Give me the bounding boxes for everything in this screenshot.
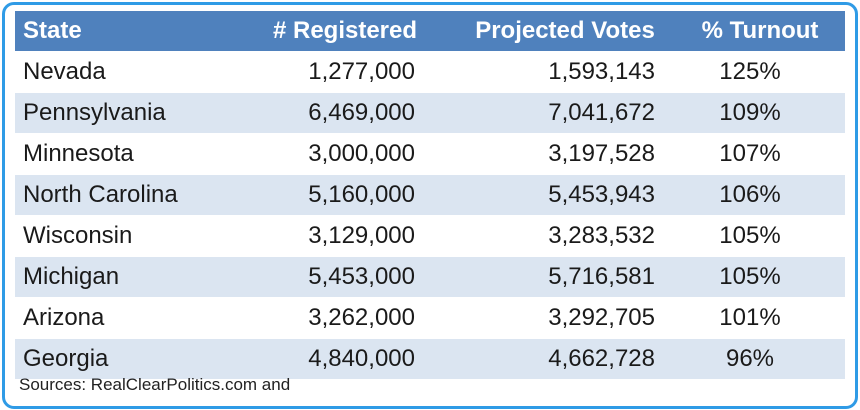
table-row: Minnesota 3,000,000 3,197,528 107%	[15, 134, 845, 175]
cell-state: Michigan	[23, 263, 120, 290]
cell-state: Arizona	[23, 304, 105, 331]
cell-state: Minnesota	[23, 140, 134, 167]
cell-turnout: 96%	[725, 345, 775, 372]
cell-projected: 4,662,728	[548, 345, 655, 372]
cell-turnout: 101%	[719, 304, 781, 331]
cell-turnout: 105%	[719, 263, 781, 290]
cell-projected: 3,292,705	[548, 304, 655, 331]
cell-turnout: 106%	[719, 181, 781, 208]
cell-projected: 3,197,528	[548, 140, 655, 167]
table-row: Arizona 3,262,000 3,292,705 101%	[15, 298, 845, 339]
cell-projected: 7,041,672	[548, 99, 655, 126]
header-registered: # Registered	[272, 17, 418, 44]
cell-state: Georgia	[23, 345, 109, 372]
turnout-table: State # Registered Projected Votes % Tur…	[15, 11, 845, 380]
cell-registered: 3,000,000	[308, 140, 415, 167]
table-row: North Carolina 5,160,000 5,453,943 106%	[15, 175, 845, 216]
cell-registered: 5,160,000	[308, 181, 415, 208]
cell-state: Pennsylvania	[23, 99, 166, 126]
table-header-row: State # Registered Projected Votes % Tur…	[15, 11, 845, 52]
header-projected: Projected Votes	[475, 17, 655, 44]
table-row: Michigan 5,453,000 5,716,581 105%	[15, 257, 845, 298]
cell-registered: 1,277,000	[308, 58, 415, 85]
cell-turnout: 125%	[719, 58, 781, 85]
table-row: Pennsylvania 6,469,000 7,041,672 109%	[15, 93, 845, 134]
cell-registered: 3,129,000	[308, 222, 415, 249]
cell-projected: 5,453,943	[548, 181, 655, 208]
cell-registered: 6,469,000	[308, 99, 415, 126]
cell-registered: 4,840,000	[308, 345, 415, 372]
table-row: Georgia 4,840,000 4,662,728 96%	[15, 339, 845, 380]
cell-projected: 5,716,581	[548, 263, 655, 290]
source-note: Sources: RealClearPolitics.com and	[19, 375, 291, 394]
cell-turnout: 105%	[719, 222, 781, 249]
cell-registered: 5,453,000	[308, 263, 415, 290]
table-row: Wisconsin 3,129,000 3,283,532 105%	[15, 216, 845, 257]
cell-projected: 1,593,143	[548, 58, 655, 85]
header-turnout: % Turnout	[701, 17, 819, 44]
cell-turnout: 109%	[719, 99, 781, 126]
table-row: Nevada 1,277,000 1,593,143 125%	[15, 52, 845, 93]
cell-state: North Carolina	[23, 181, 178, 208]
header-state: State	[23, 17, 82, 44]
cell-state: Nevada	[23, 58, 106, 85]
cell-turnout: 107%	[719, 140, 781, 167]
cell-projected: 3,283,532	[548, 222, 655, 249]
cell-state: Wisconsin	[23, 222, 133, 249]
cell-registered: 3,262,000	[308, 304, 415, 331]
